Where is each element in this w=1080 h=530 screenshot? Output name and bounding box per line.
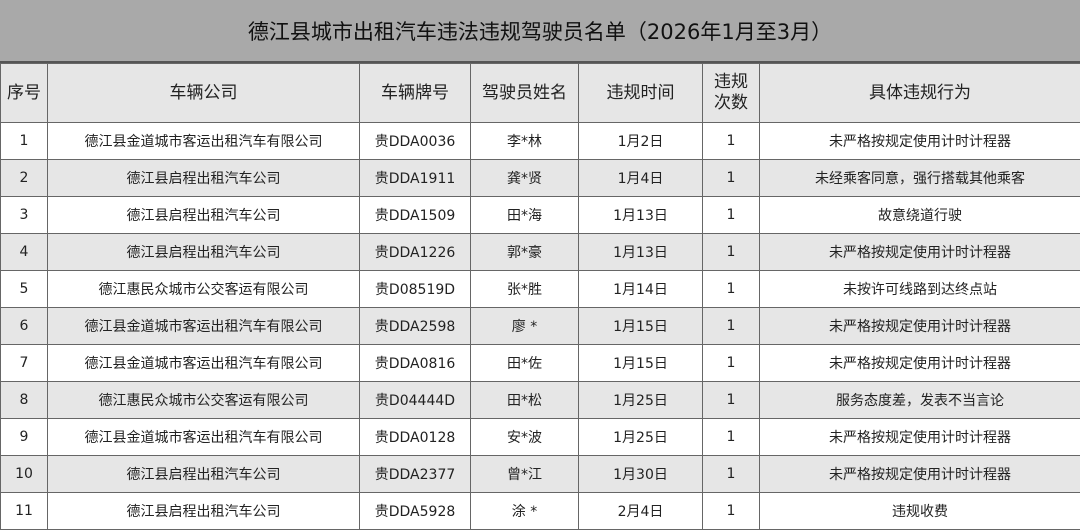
cell-index: 11 <box>1 493 48 530</box>
column-header-date: 违规时间 <box>579 64 703 123</box>
cell-driver: 田*佐 <box>471 345 579 382</box>
cell-plate: 贵DDA2598 <box>360 308 471 345</box>
cell-date: 1月25日 <box>579 382 703 419</box>
cell-driver: 涂 * <box>471 493 579 530</box>
cell-date: 1月15日 <box>579 308 703 345</box>
cell-date: 1月15日 <box>579 345 703 382</box>
cell-count: 1 <box>703 456 760 493</box>
cell-count: 1 <box>703 160 760 197</box>
cell-plate: 贵D04444D <box>360 382 471 419</box>
cell-violation: 未严格按规定使用计时计程器 <box>760 419 1080 456</box>
cell-index: 10 <box>1 456 48 493</box>
cell-plate: 贵DDA1509 <box>360 197 471 234</box>
cell-plate: 贵DDA0036 <box>360 123 471 160</box>
header-row: 序号车辆公司车辆牌号驾驶员姓名违规时间违规次数具体违规行为 <box>1 64 1080 123</box>
cell-date: 1月25日 <box>579 419 703 456</box>
cell-driver: 安*波 <box>471 419 579 456</box>
cell-company: 德江县启程出租汽车公司 <box>48 493 360 530</box>
cell-count: 1 <box>703 382 760 419</box>
cell-index: 8 <box>1 382 48 419</box>
column-header-driver: 驾驶员姓名 <box>471 64 579 123</box>
cell-company: 德江县金道城市客运出租汽车有限公司 <box>48 123 360 160</box>
table-title: 德江县城市出租汽车违法违规驾驶员名单（2026年1月至3月） <box>0 0 1080 63</box>
cell-company: 德江县启程出租汽车公司 <box>48 456 360 493</box>
cell-company: 德江惠民众城市公交客运有限公司 <box>48 271 360 308</box>
cell-violation: 未按许可线路到达终点站 <box>760 271 1080 308</box>
column-header-plate: 车辆牌号 <box>360 64 471 123</box>
cell-count: 1 <box>703 493 760 530</box>
cell-date: 2月4日 <box>579 493 703 530</box>
cell-count: 1 <box>703 271 760 308</box>
cell-index: 1 <box>1 123 48 160</box>
cell-violation: 未严格按规定使用计时计程器 <box>760 123 1080 160</box>
cell-driver: 李*林 <box>471 123 579 160</box>
cell-plate: 贵DDA0128 <box>360 419 471 456</box>
cell-index: 6 <box>1 308 48 345</box>
cell-count: 1 <box>703 308 760 345</box>
cell-plate: 贵DDA2377 <box>360 456 471 493</box>
cell-index: 9 <box>1 419 48 456</box>
cell-driver: 郭*豪 <box>471 234 579 271</box>
cell-count: 1 <box>703 345 760 382</box>
cell-index: 4 <box>1 234 48 271</box>
cell-company: 德江县启程出租汽车公司 <box>48 234 360 271</box>
cell-violation: 未经乘客同意，强行搭载其他乘客 <box>760 160 1080 197</box>
cell-date: 1月30日 <box>579 456 703 493</box>
cell-driver: 曾*江 <box>471 456 579 493</box>
cell-date: 1月13日 <box>579 234 703 271</box>
cell-violation: 故意绕道行驶 <box>760 197 1080 234</box>
cell-violation: 未严格按规定使用计时计程器 <box>760 345 1080 382</box>
column-header-index: 序号 <box>1 64 48 123</box>
cell-violation: 服务态度差，发表不当言论 <box>760 382 1080 419</box>
cell-company: 德江惠民众城市公交客运有限公司 <box>48 382 360 419</box>
cell-driver: 田*海 <box>471 197 579 234</box>
cell-index: 2 <box>1 160 48 197</box>
column-header-violation: 具体违规行为 <box>760 64 1080 123</box>
cell-violation: 未严格按规定使用计时计程器 <box>760 456 1080 493</box>
cell-violation: 未严格按规定使用计时计程器 <box>760 234 1080 271</box>
cell-count: 1 <box>703 234 760 271</box>
cell-plate: 贵DDA5928 <box>360 493 471 530</box>
cell-plate: 贵DDA1911 <box>360 160 471 197</box>
cell-date: 1月13日 <box>579 197 703 234</box>
cell-index: 5 <box>1 271 48 308</box>
cell-plate: 贵DDA0816 <box>360 345 471 382</box>
cell-count: 1 <box>703 123 760 160</box>
cell-count: 1 <box>703 197 760 234</box>
cell-driver: 田*松 <box>471 382 579 419</box>
cell-plate: 贵DDA1226 <box>360 234 471 271</box>
cell-driver: 张*胜 <box>471 271 579 308</box>
cell-company: 德江县金道城市客运出租汽车有限公司 <box>48 345 360 382</box>
cell-company: 德江县启程出租汽车公司 <box>48 197 360 234</box>
column-header-count: 违规次数 <box>703 64 760 123</box>
cell-company: 德江县启程出租汽车公司 <box>48 160 360 197</box>
cell-date: 1月4日 <box>579 160 703 197</box>
cell-index: 7 <box>1 345 48 382</box>
column-header-company: 车辆公司 <box>48 64 360 123</box>
cell-date: 1月2日 <box>579 123 703 160</box>
cell-count: 1 <box>703 419 760 456</box>
cell-violation: 违规收费 <box>760 493 1080 530</box>
cell-company: 德江县金道城市客运出租汽车有限公司 <box>48 419 360 456</box>
cell-driver: 龚*贤 <box>471 160 579 197</box>
cell-violation: 未严格按规定使用计时计程器 <box>760 308 1080 345</box>
cell-driver: 廖 * <box>471 308 579 345</box>
cell-index: 3 <box>1 197 48 234</box>
cell-company: 德江县金道城市客运出租汽车有限公司 <box>48 308 360 345</box>
cell-date: 1月14日 <box>579 271 703 308</box>
cell-plate: 贵D08519D <box>360 271 471 308</box>
